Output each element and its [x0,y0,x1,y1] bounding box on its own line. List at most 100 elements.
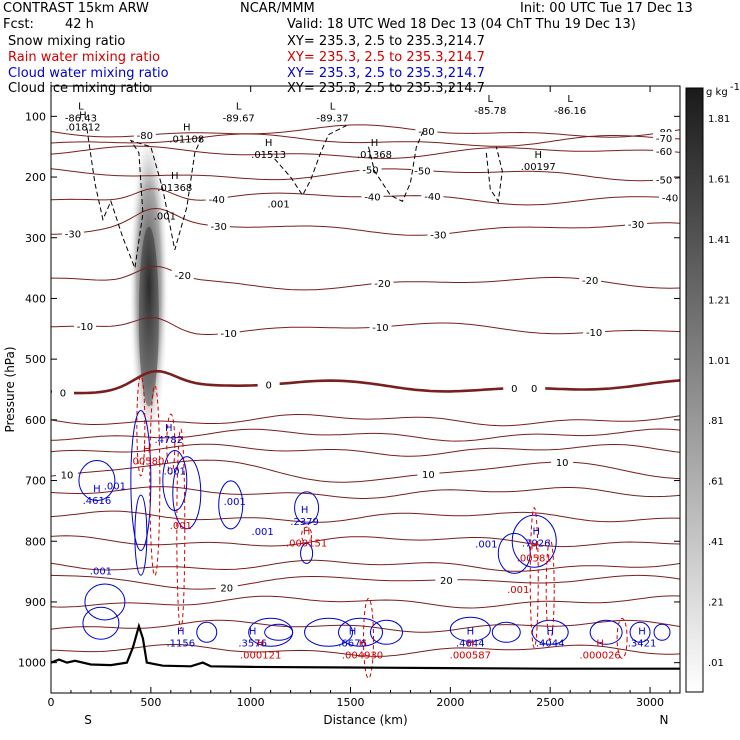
isotherm-label-bg [61,227,84,240]
isotherm-label-bg [411,164,434,177]
isotherm-label: -30 [65,229,81,240]
extremum-value: .00581 [517,553,552,564]
temperature-contours: -80-80-80-70-60-50-50-50-40-40-40-40-30-… [51,124,680,657]
extremum-marker: L [567,94,573,105]
cloud-water-contour [491,621,521,643]
extremum-value: .7926 [522,538,551,549]
colorbar-unit: g kg [706,87,728,98]
rain-water-contour [166,413,176,475]
extremum-marker: H [249,626,257,637]
isotherm-label: -70 [656,134,672,145]
colorbar-level-label: .41 [708,537,724,548]
extremum-marker: H [534,150,542,161]
isotherm-label-bg [427,228,450,241]
extremum-marker: H [638,626,646,637]
x-tick-label: 500 [140,696,161,709]
terrain-line [51,622,680,670]
isotherm-label-bg [361,190,384,203]
plot-frame [50,85,681,694]
isotherm-label-bg [217,327,240,340]
isotherm-line [51,443,680,457]
isotherm-label: 10 [61,470,74,481]
extremum-value: .00197 [521,162,556,173]
extremum-value: .000121 [240,651,281,662]
isotherm-label-bg [205,192,228,205]
isotherm-line [51,559,680,572]
cloud-water-contour [338,617,384,647]
rain-water-contour [136,375,146,477]
isotherm-label-bg [73,320,96,333]
extremum-marker: H [359,639,367,650]
cloud-water-contour [84,583,126,621]
isotherm-label: 20 [440,576,453,587]
x-end-label-south: S [84,713,92,727]
isotherm-label: -10 [221,329,237,340]
cloud-water-contour [78,460,116,502]
isotherm-label: -30 [430,230,446,241]
y-tick-label: 700 [25,475,46,488]
contour-value-label: .001 [164,466,186,477]
colorbar-level-label: .61 [708,477,724,488]
colorbar: .01 .21 .41 .61 .81 1.01 1.21 1.41 1.61 1.81 g kg -… [685,82,740,693]
extremum-marker: H [349,626,357,637]
field-cloudice-xy: XY= 235.3, 2.5 to 235.3,214.7 [287,81,485,96]
extremum-marker: H [265,138,273,149]
cloud-water-contour [449,616,491,642]
isotherm-label: -10 [586,328,602,339]
isotherm-label: -30 [628,220,644,231]
extremum-value: -86.43 [65,113,97,124]
colorbar-level-label: .01 [708,658,724,669]
isotherm-label-bg [653,132,676,145]
field-rain-xy: XY= 235.3, 2.5 to 235.3,214.7 [287,50,485,65]
isotherm-label: -50 [414,166,430,177]
extremum-value: .01812 [65,122,100,133]
rain-water-contour [616,617,628,659]
isotherm-label-bg [369,320,392,333]
field-snow-xy: XY= 235.3, 2.5 to 235.3,214.7 [287,34,485,49]
terrain-profile [51,622,680,670]
contour-labels: L-86.43H.01812 H.01108L-89.67L-89.37H.015… [65,94,657,661]
cloud-water-contour [130,410,152,552]
cloud-water-contour [134,494,148,576]
cloud-water-contour [196,621,218,643]
extremum-marker: H [171,171,179,182]
extremum-marker: H [93,484,101,495]
y-axis-label: Pressure (hPa) [3,346,17,432]
y-tick-label: 800 [25,535,46,548]
extremum-marker: H [79,110,87,121]
colorbar-gradient [685,87,704,693]
cloud-water-contour [497,532,531,574]
isotherm-line [51,619,680,633]
forecast-label: Fcst: [3,17,34,32]
extremum-value: .3421 [628,638,657,649]
cloud-water-contour [511,514,557,568]
isotherm-0 [51,369,680,395]
y-tick-label: 400 [25,292,46,305]
isotherm-label: -20 [175,271,191,282]
field-rain-name: Rain water mixing ratio [8,50,161,65]
contour-value-label: .001 [268,199,290,210]
y-tick-label: 1000 [18,657,46,670]
isotherm-label: 0 [531,384,537,395]
extremum-value: .01368 [157,183,192,194]
forecast-value: 42 h [65,17,94,32]
contour-value-label: .001 [104,482,126,493]
field-snow-name: Snow mixing ratio [8,34,126,49]
contour-value-label: .001 [252,527,274,538]
cloud-water-contour [82,606,120,640]
rain-water-contour [176,428,186,630]
colorbar-level-label: 1.61 [708,175,730,186]
isotherm-label-bg [583,326,606,339]
rain-water-contour [529,507,539,649]
extremum-value: -86.16 [554,106,586,117]
extremum-value: .000587 [450,651,491,662]
isotherm-label-bg [55,468,78,481]
extremum-value: .4044 [536,638,565,649]
extremum-marker: L [488,94,494,105]
center-title: NCAR/MMM [240,1,315,16]
isotherm-label: -40 [424,192,440,203]
isotherm-label: 10 [422,470,435,481]
cloud-water-contour [629,621,651,643]
extremum-marker: H [371,138,379,149]
